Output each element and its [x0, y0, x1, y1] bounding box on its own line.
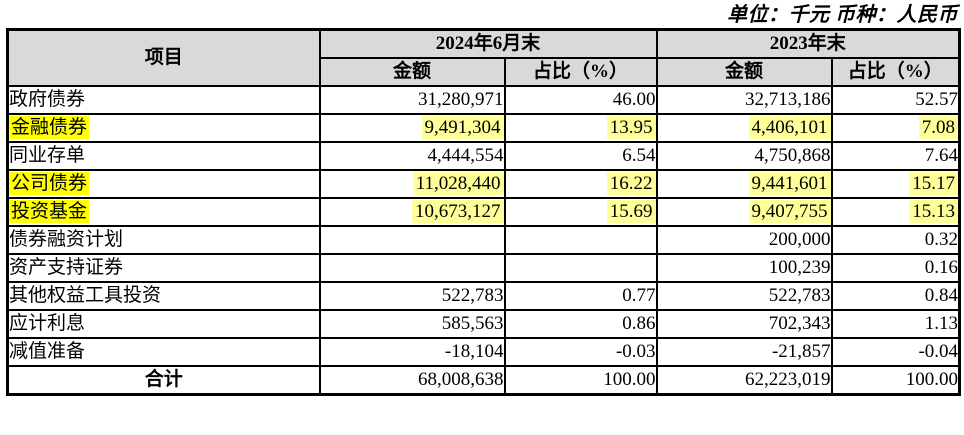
total-ratio-2023-cell: 100.00 [830, 365, 961, 396]
table-row: 公司债券 11,028,440 16.22 9,441,601 15.17 [6, 169, 961, 199]
amount-2023-cell: 522,783 [655, 281, 833, 311]
row-label: 减值准备 [6, 337, 321, 367]
amount-2024-cell: 9,491,304 [318, 113, 506, 143]
ratio-2023-cell: 1.13 [830, 309, 961, 339]
table-row: 投资基金 10,673,127 15.69 9,407,755 15.13 [6, 197, 961, 227]
ratio-2024-cell [503, 253, 658, 283]
row-label: 公司债券 [6, 169, 321, 199]
ratio-2024-cell: 16.22 [503, 169, 658, 199]
header-row-measures: 金额 占比（%） 金额 占比（%） [8, 57, 961, 87]
amount-2023-cell: 100,239 [655, 253, 833, 283]
row-label: 其他权益工具投资 [6, 281, 321, 311]
amount-2023-cell: 702,343 [655, 309, 833, 339]
amount-2023-cell: 4,750,868 [655, 141, 833, 171]
table-row: 金融债券 9,491,304 13.95 4,406,101 7.08 [6, 113, 961, 143]
table-body: 政府债券 31,280,971 46.00 32,713,186 52.57 金融债券 9,… [6, 85, 961, 396]
ratio-2023-cell: 52.57 [830, 85, 961, 115]
col-header-amount-2024: 金额 [318, 57, 506, 87]
amount-2024-cell: 31,280,971 [318, 85, 506, 115]
ratio-2023-cell: 15.13 [830, 197, 961, 227]
unit-currency-note: 单位：千元 币种：人民币 [727, 4, 958, 26]
ratio-2023-cell: 7.64 [830, 141, 961, 171]
table-row: 资产支持证券 100,239 0.16 [6, 253, 961, 283]
total-ratio-2024-cell: 100.00 [503, 365, 658, 396]
highlight-mark: 投资基金 [9, 200, 90, 223]
highlight-mark: 公司债券 [9, 172, 90, 195]
amount-2023-cell: -21,857 [655, 337, 833, 367]
total-row: 合计 68,008,638 100.00 62,223,019 100.00 [6, 365, 961, 396]
total-amount-2024-cell: 68,008,638 [318, 365, 506, 396]
investment-table: 项目 2024年6月末 2023年末 金额 占比（%） 金额 占比（%） 政府债… [6, 28, 962, 396]
highlight-mark: 4,406,101 [748, 116, 830, 139]
ratio-2024-cell [503, 225, 658, 255]
highlight-mark: 15.17 [909, 172, 958, 195]
row-label: 应计利息 [6, 309, 321, 339]
ratio-2024-cell: 13.95 [503, 113, 658, 143]
ratio-2023-cell: 0.84 [830, 281, 961, 311]
amount-2023-cell: 200,000 [655, 225, 833, 255]
table-row: 减值准备 -18,104 -0.03 -21,857 -0.04 [6, 337, 961, 367]
table-row: 债券融资计划 200,000 0.32 [6, 225, 961, 255]
ratio-2024-cell: -0.03 [503, 337, 658, 367]
row-label: 债券融资计划 [6, 225, 321, 255]
header-row-periods: 项目 2024年6月末 2023年末 [6, 28, 961, 87]
amount-2024-cell: 522,783 [318, 281, 506, 311]
ratio-2024-cell: 6.54 [503, 141, 658, 171]
amount-2024-cell: 585,563 [318, 309, 506, 339]
table-row: 政府债券 31,280,971 46.00 32,713,186 52.57 [6, 85, 961, 115]
col-header-ratio-2023: 占比（%） [830, 57, 961, 87]
amount-2024-cell: 11,028,440 [318, 169, 506, 199]
row-label: 资产支持证券 [6, 253, 321, 283]
amount-2024-cell [318, 225, 506, 255]
highlight-mark: 7.08 [918, 116, 958, 139]
ratio-2023-cell: 15.17 [830, 169, 961, 199]
amount-2023-cell: 9,407,755 [655, 197, 833, 227]
highlight-mark: 9,407,755 [748, 200, 830, 223]
ratio-2024-cell: 15.69 [503, 197, 658, 227]
highlight-mark: 15.69 [606, 200, 655, 223]
total-label: 合计 [6, 365, 321, 396]
table-header: 项目 2024年6月末 2023年末 金额 占比（%） 金额 占比（%） [6, 28, 961, 87]
row-label: 投资基金 [6, 197, 321, 227]
row-label: 金融债券 [6, 113, 321, 143]
amount-2024-cell: -18,104 [318, 337, 506, 367]
amount-2024-cell: 4,444,554 [318, 141, 506, 171]
ratio-2023-cell: 0.16 [830, 253, 961, 283]
highlight-mark: 9,441,601 [748, 172, 830, 195]
row-label: 同业存单 [6, 141, 321, 171]
amount-2024-cell [318, 253, 506, 283]
col-header-amount-2023: 金额 [655, 57, 833, 87]
ratio-2024-cell: 0.86 [503, 309, 658, 339]
highlight-mark: 10,673,127 [412, 200, 503, 223]
table-row: 应计利息 585,563 0.86 702,343 1.13 [6, 309, 961, 339]
highlight-mark: 11,028,440 [412, 172, 503, 195]
ratio-2023-cell: 0.32 [830, 225, 961, 255]
highlight-mark: 16.22 [606, 172, 655, 195]
col-header-period-2024: 2024年6月末 [318, 28, 658, 59]
col-header-period-2023: 2023年末 [655, 28, 961, 59]
amount-2023-cell: 4,406,101 [655, 113, 833, 143]
table-row: 其他权益工具投资 522,783 0.77 522,783 0.84 [6, 281, 961, 311]
ratio-2023-cell: 7.08 [830, 113, 961, 143]
row-label: 政府债券 [6, 85, 321, 115]
col-header-item: 项目 [6, 28, 321, 87]
amount-2023-cell: 32,713,186 [655, 85, 833, 115]
table-row: 同业存单 4,444,554 6.54 4,750,868 7.64 [6, 141, 961, 171]
ratio-2024-cell: 46.00 [503, 85, 658, 115]
ratio-2024-cell: 0.77 [503, 281, 658, 311]
total-amount-2023-cell: 62,223,019 [655, 365, 833, 396]
col-header-ratio-2024: 占比（%） [503, 57, 658, 87]
amount-2023-cell: 9,441,601 [655, 169, 833, 199]
highlight-mark: 9,491,304 [421, 116, 503, 139]
amount-2024-cell: 10,673,127 [318, 197, 506, 227]
highlight-mark: 13.95 [606, 116, 655, 139]
ratio-2023-cell: -0.04 [830, 337, 961, 367]
highlight-mark: 金融债券 [9, 116, 90, 139]
highlight-mark: 15.13 [909, 200, 958, 223]
